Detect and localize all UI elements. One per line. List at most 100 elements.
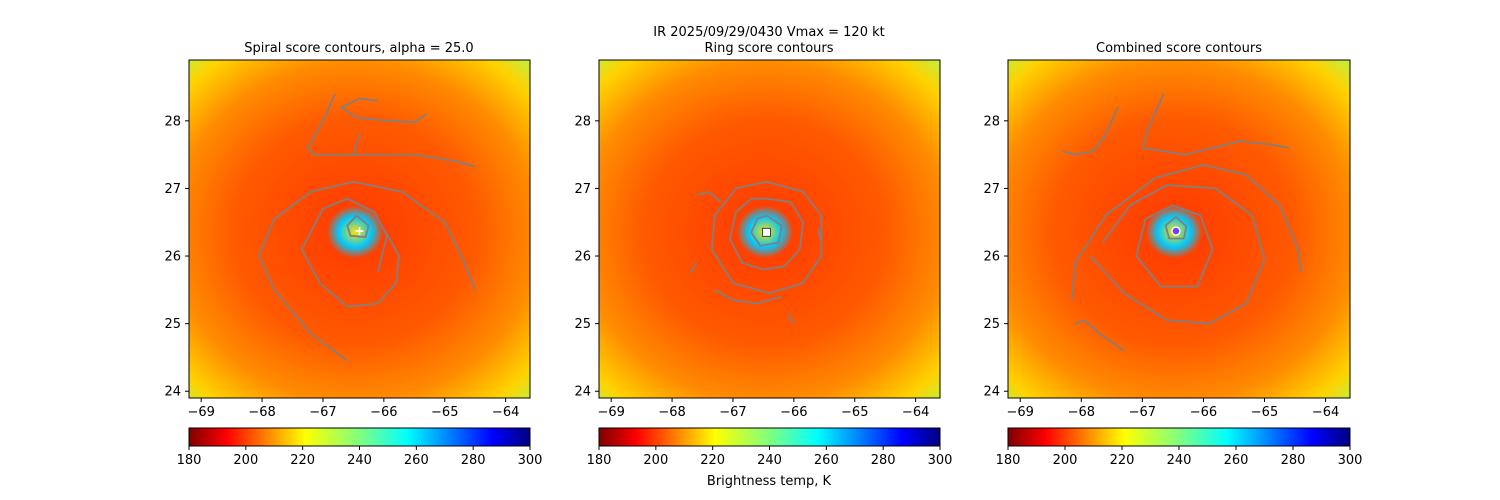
- colorbar-tick-label: 260: [1224, 453, 1249, 468]
- colorbar-tick-label: 300: [518, 453, 543, 468]
- x-tick-label: −69: [187, 405, 214, 420]
- panel-spiral: Spiral score contours, alpha = 25.0 −69−…: [164, 41, 543, 468]
- colorbar-tick-label: 240: [757, 453, 782, 468]
- x-tick-label: −65: [841, 405, 868, 420]
- colorbar-tick-label: 200: [233, 453, 258, 468]
- x-tick-label: −66: [1190, 405, 1217, 420]
- colorbar-tick-label: 300: [1338, 453, 1363, 468]
- panel-title: Spiral score contours, alpha = 25.0: [244, 41, 473, 56]
- y-tick-label: 25: [983, 317, 1000, 332]
- colorbar: [598, 427, 941, 447]
- colorbar-label: Brightness temp, K: [707, 474, 832, 489]
- colorbar-tick-label: 180: [996, 453, 1021, 468]
- colorbar-tick-label: 220: [1110, 453, 1135, 468]
- y-axis: 24 25 26 27 28: [574, 114, 599, 400]
- contour-line: [817, 228, 823, 243]
- contour-line: [1062, 106, 1119, 156]
- contour-line: [750, 214, 783, 247]
- contour-line: [787, 313, 795, 325]
- y-tick-label: 28: [574, 114, 591, 129]
- y-tick-label: 28: [983, 114, 1000, 129]
- colorbar-tick-label: 280: [871, 453, 896, 468]
- storm-cloud-field: [1008, 60, 1350, 398]
- y-tick-label: 24: [164, 385, 181, 400]
- x-tick-label: −68: [248, 405, 275, 420]
- x-axis: −69 −68 −67 −66 −65 −64: [597, 398, 929, 420]
- y-tick-label: 26: [164, 250, 181, 265]
- x-tick-label: −66: [780, 405, 807, 420]
- center-circle-marker: [1171, 226, 1181, 236]
- contour-line: [710, 180, 823, 295]
- colorbar-tick-label: 180: [177, 453, 202, 468]
- y-tick-label: 27: [983, 182, 1000, 197]
- panel-title: Combined score contours: [1096, 41, 1262, 56]
- axes-frame: [188, 59, 531, 399]
- contour-layer: [258, 93, 477, 362]
- x-tick-label: −64: [1312, 405, 1339, 420]
- contour-line: [340, 97, 427, 124]
- colorbar-tick-label: 200: [1053, 453, 1078, 468]
- colorbar-tick-label: 180: [587, 453, 612, 468]
- center-marker: [1171, 226, 1181, 236]
- y-tick-label: 26: [983, 250, 1000, 265]
- y-tick-label: 25: [164, 317, 181, 332]
- y-axis: 24 25 26 27 28: [164, 114, 189, 400]
- center-marker: [761, 227, 771, 237]
- panel-ring: Ring score contours −69 −68 −67 −66 −65 −64 2…: [574, 41, 953, 489]
- axes-frame: [1007, 59, 1351, 399]
- y-axis: 24 25 26 27 28: [983, 114, 1008, 400]
- figure-suptitle: IR 2025/09/29/0430 Vmax = 120 kt: [653, 25, 884, 40]
- x-tick-label: −69: [1006, 405, 1033, 420]
- contour-line: [696, 190, 722, 203]
- colorbar-tick-label: 220: [290, 453, 315, 468]
- colorbar: [188, 427, 531, 447]
- x-axis: −69 −68 −67 −66 −65 −64: [187, 398, 519, 420]
- contour-line: [300, 197, 400, 308]
- contour-line: [689, 262, 698, 274]
- y-tick-label: 24: [983, 385, 1000, 400]
- colorbar-tick-label: 260: [404, 453, 429, 468]
- contour-line: [352, 134, 361, 155]
- x-tick-label: −69: [597, 405, 624, 420]
- x-tick-label: −66: [370, 405, 397, 420]
- contour-layer: [1062, 93, 1302, 352]
- contour-line: [729, 197, 804, 271]
- x-tick-label: −67: [719, 405, 746, 420]
- contour-line: [1074, 319, 1125, 352]
- y-tick-label: 27: [574, 182, 591, 197]
- colorbar-tick-label: 220: [700, 453, 725, 468]
- panel-title: Ring score contours: [704, 41, 833, 56]
- colorbar-tick-label: 300: [928, 453, 953, 468]
- storm-cloud-field: [599, 60, 940, 398]
- y-tick-label: 27: [164, 182, 181, 197]
- x-tick-label: −65: [1251, 405, 1278, 420]
- x-tick-label: −68: [1068, 405, 1095, 420]
- y-tick-label: 25: [574, 317, 591, 332]
- colorbar-ticks: 180 200 220 240 260 280 300: [996, 446, 1363, 468]
- center-cross-marker: [355, 227, 364, 236]
- contour-layer: [689, 180, 823, 325]
- contour-line: [1164, 216, 1188, 240]
- contour-line: [346, 214, 370, 238]
- colorbar-tick-label: 240: [347, 453, 372, 468]
- colorbar-tick-label: 280: [1281, 453, 1306, 468]
- x-tick-label: −64: [902, 405, 929, 420]
- storm-cloud-field: [189, 60, 530, 398]
- y-tick-label: 24: [574, 385, 591, 400]
- x-tick-label: −65: [431, 405, 458, 420]
- center-marker: [355, 227, 364, 236]
- contour-line: [1141, 93, 1290, 156]
- colorbar-tick-label: 260: [814, 453, 839, 468]
- x-tick-label: −67: [309, 405, 336, 420]
- center-square-marker: [761, 227, 771, 237]
- y-tick-label: 26: [574, 250, 591, 265]
- x-axis: −69 −68 −67 −66 −65 −64: [1006, 398, 1339, 420]
- panel-combined: Combined score contours −69 −68 −67 −66 −65−…: [983, 41, 1363, 468]
- colorbar-ticks: 180 200 220 240 260 280 300: [177, 446, 543, 468]
- x-tick-label: −64: [492, 405, 519, 420]
- y-tick-label: 28: [164, 114, 181, 129]
- contour-line: [1135, 204, 1214, 288]
- contour-line: [1071, 163, 1302, 301]
- contour-line: [258, 180, 477, 362]
